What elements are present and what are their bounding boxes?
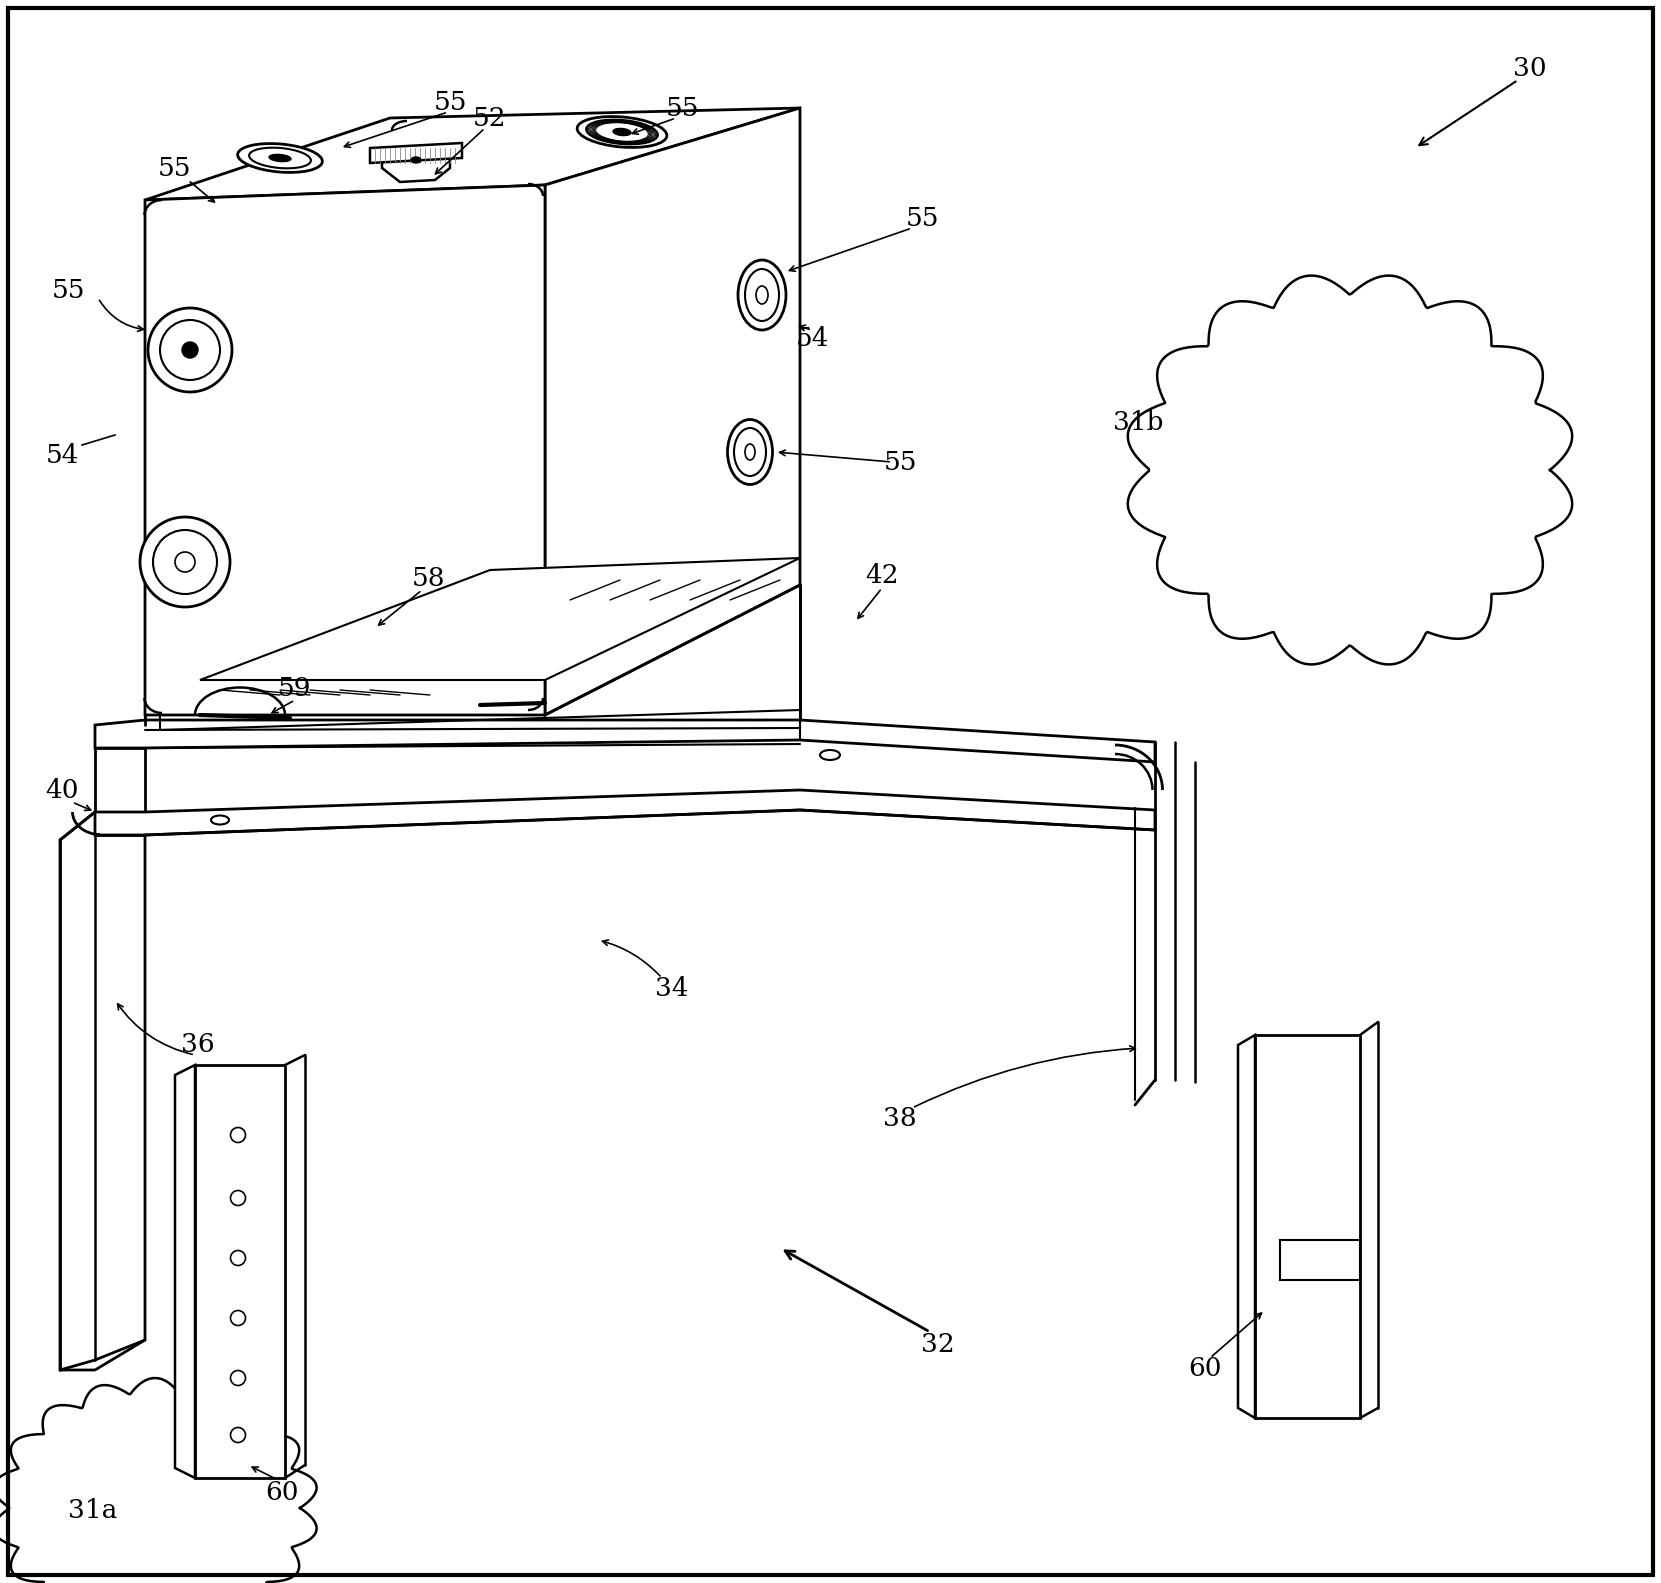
Text: 42: 42: [865, 562, 899, 587]
Ellipse shape: [576, 117, 666, 147]
Text: 36: 36: [181, 1032, 214, 1057]
Ellipse shape: [746, 443, 756, 461]
Ellipse shape: [231, 1127, 246, 1143]
Ellipse shape: [238, 144, 322, 173]
Ellipse shape: [231, 1251, 246, 1265]
Ellipse shape: [737, 260, 786, 329]
Text: 31a: 31a: [68, 1498, 118, 1523]
Ellipse shape: [249, 147, 311, 168]
Polygon shape: [1256, 1035, 1360, 1418]
Ellipse shape: [231, 1190, 246, 1206]
Ellipse shape: [728, 419, 772, 484]
Circle shape: [140, 518, 229, 606]
Text: 54: 54: [45, 443, 78, 467]
Ellipse shape: [734, 427, 766, 476]
Text: 55: 55: [884, 450, 917, 475]
Polygon shape: [145, 185, 545, 716]
Polygon shape: [95, 720, 1154, 761]
Ellipse shape: [211, 815, 229, 825]
Ellipse shape: [756, 287, 767, 304]
Polygon shape: [1281, 1239, 1360, 1281]
Ellipse shape: [269, 155, 291, 161]
Circle shape: [174, 552, 194, 571]
Text: 60: 60: [1188, 1355, 1222, 1380]
Text: 55: 55: [51, 277, 85, 302]
Text: 58: 58: [412, 565, 445, 590]
Text: 60: 60: [266, 1480, 299, 1504]
Text: 55: 55: [434, 90, 467, 114]
Polygon shape: [95, 749, 145, 812]
Polygon shape: [1237, 1035, 1256, 1418]
Ellipse shape: [746, 269, 779, 321]
Circle shape: [153, 530, 218, 594]
Text: 31b: 31b: [1113, 410, 1163, 434]
Polygon shape: [545, 108, 801, 716]
Text: 32: 32: [922, 1333, 955, 1358]
Ellipse shape: [410, 157, 420, 163]
Ellipse shape: [586, 120, 658, 144]
Polygon shape: [194, 1065, 286, 1479]
Ellipse shape: [613, 128, 631, 136]
Circle shape: [148, 309, 233, 393]
Text: 34: 34: [654, 975, 689, 1000]
Text: 40: 40: [45, 777, 78, 803]
Text: 59: 59: [279, 676, 312, 701]
Ellipse shape: [821, 750, 840, 760]
Text: 38: 38: [884, 1105, 917, 1130]
Circle shape: [159, 320, 219, 380]
Polygon shape: [370, 142, 462, 163]
Polygon shape: [145, 108, 801, 199]
Polygon shape: [95, 790, 1154, 834]
Text: 55: 55: [905, 206, 938, 231]
Polygon shape: [174, 1065, 194, 1479]
Polygon shape: [382, 155, 450, 182]
Text: 52: 52: [473, 106, 507, 130]
Text: 55: 55: [666, 95, 699, 120]
Ellipse shape: [231, 1428, 246, 1442]
Text: 54: 54: [796, 326, 829, 350]
Circle shape: [183, 342, 198, 358]
Ellipse shape: [231, 1311, 246, 1325]
Polygon shape: [199, 557, 801, 681]
Ellipse shape: [231, 1371, 246, 1385]
Text: 55: 55: [158, 155, 191, 180]
Text: 30: 30: [1513, 55, 1546, 81]
